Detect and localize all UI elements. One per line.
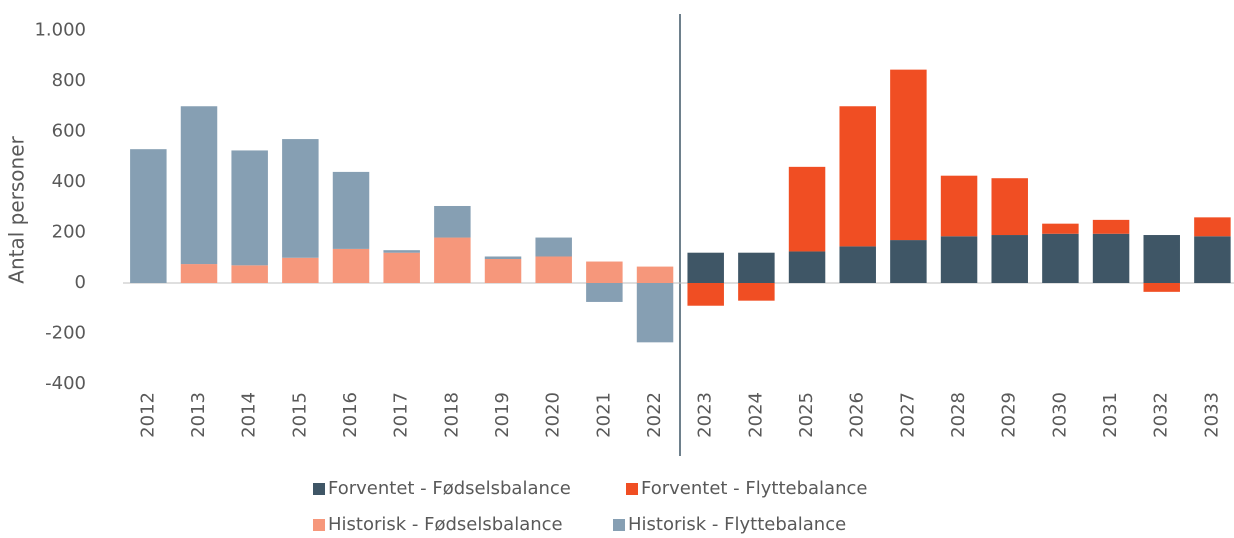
bar-segment <box>991 178 1028 236</box>
x-tick-label: 2023 <box>695 392 716 438</box>
legend-swatch <box>313 483 325 495</box>
bar-segment <box>890 240 927 283</box>
bar-segment <box>1092 219 1130 234</box>
bar-segment <box>991 235 1028 283</box>
bar-segment <box>1092 233 1130 283</box>
y-tick-label: 1.000 <box>34 20 86 41</box>
y-tick-label: -200 <box>45 323 86 344</box>
bar-segment <box>1143 283 1180 292</box>
x-tick-label: 2020 <box>543 392 564 438</box>
bar-segment <box>484 256 522 260</box>
x-tick-label: 2013 <box>188 392 209 438</box>
x-tick-label: 2022 <box>644 392 665 438</box>
y-axis-label: Antal personer <box>5 135 29 283</box>
bar-segment <box>788 251 826 283</box>
bar-segment <box>738 252 775 283</box>
bar-segment <box>940 236 978 283</box>
bar-segment <box>383 250 420 253</box>
bar-segment <box>586 261 623 283</box>
bar-segment <box>130 149 167 283</box>
bar-segment <box>1194 217 1231 237</box>
bar-segment <box>839 106 876 247</box>
legend-swatch <box>626 483 638 495</box>
x-tick-label: 2027 <box>897 392 918 438</box>
bar-segment <box>231 150 268 266</box>
bar-segment <box>180 264 218 283</box>
x-tick-label: 2016 <box>340 392 361 438</box>
y-tick-label: 600 <box>52 121 86 142</box>
x-tick-label: 2024 <box>745 392 766 438</box>
legend-label: Forventet - Fødselsbalance <box>328 478 571 499</box>
bar-segment <box>1042 233 1079 283</box>
x-tick-label: 2018 <box>441 392 462 438</box>
bar-segment <box>636 266 674 283</box>
x-tick-label: 2026 <box>847 392 868 438</box>
x-tick-label: 2028 <box>948 392 969 438</box>
bar-segment <box>940 175 978 237</box>
bar-segment <box>535 256 572 283</box>
legend-swatch <box>613 519 625 531</box>
bar-segment <box>636 283 674 343</box>
y-tick-label: -400 <box>45 373 86 394</box>
x-tick-label: 2017 <box>391 392 412 438</box>
x-tick-label: 2014 <box>239 392 260 438</box>
x-tick-label: 2032 <box>1151 392 1172 438</box>
bar-segment <box>1194 236 1231 283</box>
x-tick-label: 2033 <box>1201 392 1222 438</box>
x-tick-label: 2012 <box>137 392 158 438</box>
bar-segment <box>535 237 572 257</box>
bar-segment <box>1143 235 1180 283</box>
y-tick-label: 400 <box>52 171 86 192</box>
bar-segment <box>231 265 268 283</box>
legend-label: Historisk - Flyttebalance <box>628 514 846 535</box>
bar-segment <box>738 283 775 301</box>
bar-segment <box>383 252 420 283</box>
legend-swatch <box>313 519 325 531</box>
y-tick-label: 0 <box>75 272 86 293</box>
bar-segment <box>839 246 876 283</box>
x-tick-label: 2030 <box>1049 392 1070 438</box>
x-tick-label: 2015 <box>289 392 310 438</box>
bar-segment <box>282 139 319 258</box>
legend-label: Historisk - Fødselsbalance <box>328 514 563 535</box>
bar-segment <box>484 259 522 283</box>
x-tick-label: 2031 <box>1100 392 1121 438</box>
bar-segment <box>332 171 370 249</box>
bar-segment <box>687 283 724 306</box>
bar-segment <box>434 205 471 238</box>
y-tick-label: 200 <box>52 222 86 243</box>
legend-label: Forventet - Flyttebalance <box>641 478 867 499</box>
bar-segment <box>282 257 319 283</box>
x-tick-label: 2021 <box>593 392 614 438</box>
bar-segment <box>180 106 218 265</box>
bar-segment <box>1042 223 1079 234</box>
y-tick-label: 800 <box>52 70 86 91</box>
bar-segment <box>687 252 724 283</box>
bar-segment <box>890 69 927 241</box>
bar-segment <box>434 237 471 283</box>
x-tick-label: 2019 <box>492 392 513 438</box>
x-tick-label: 2029 <box>999 392 1020 438</box>
bar-segment <box>586 283 623 302</box>
bar-segment <box>788 166 826 252</box>
x-tick-label: 2025 <box>796 392 817 438</box>
bar-segment <box>332 248 370 283</box>
